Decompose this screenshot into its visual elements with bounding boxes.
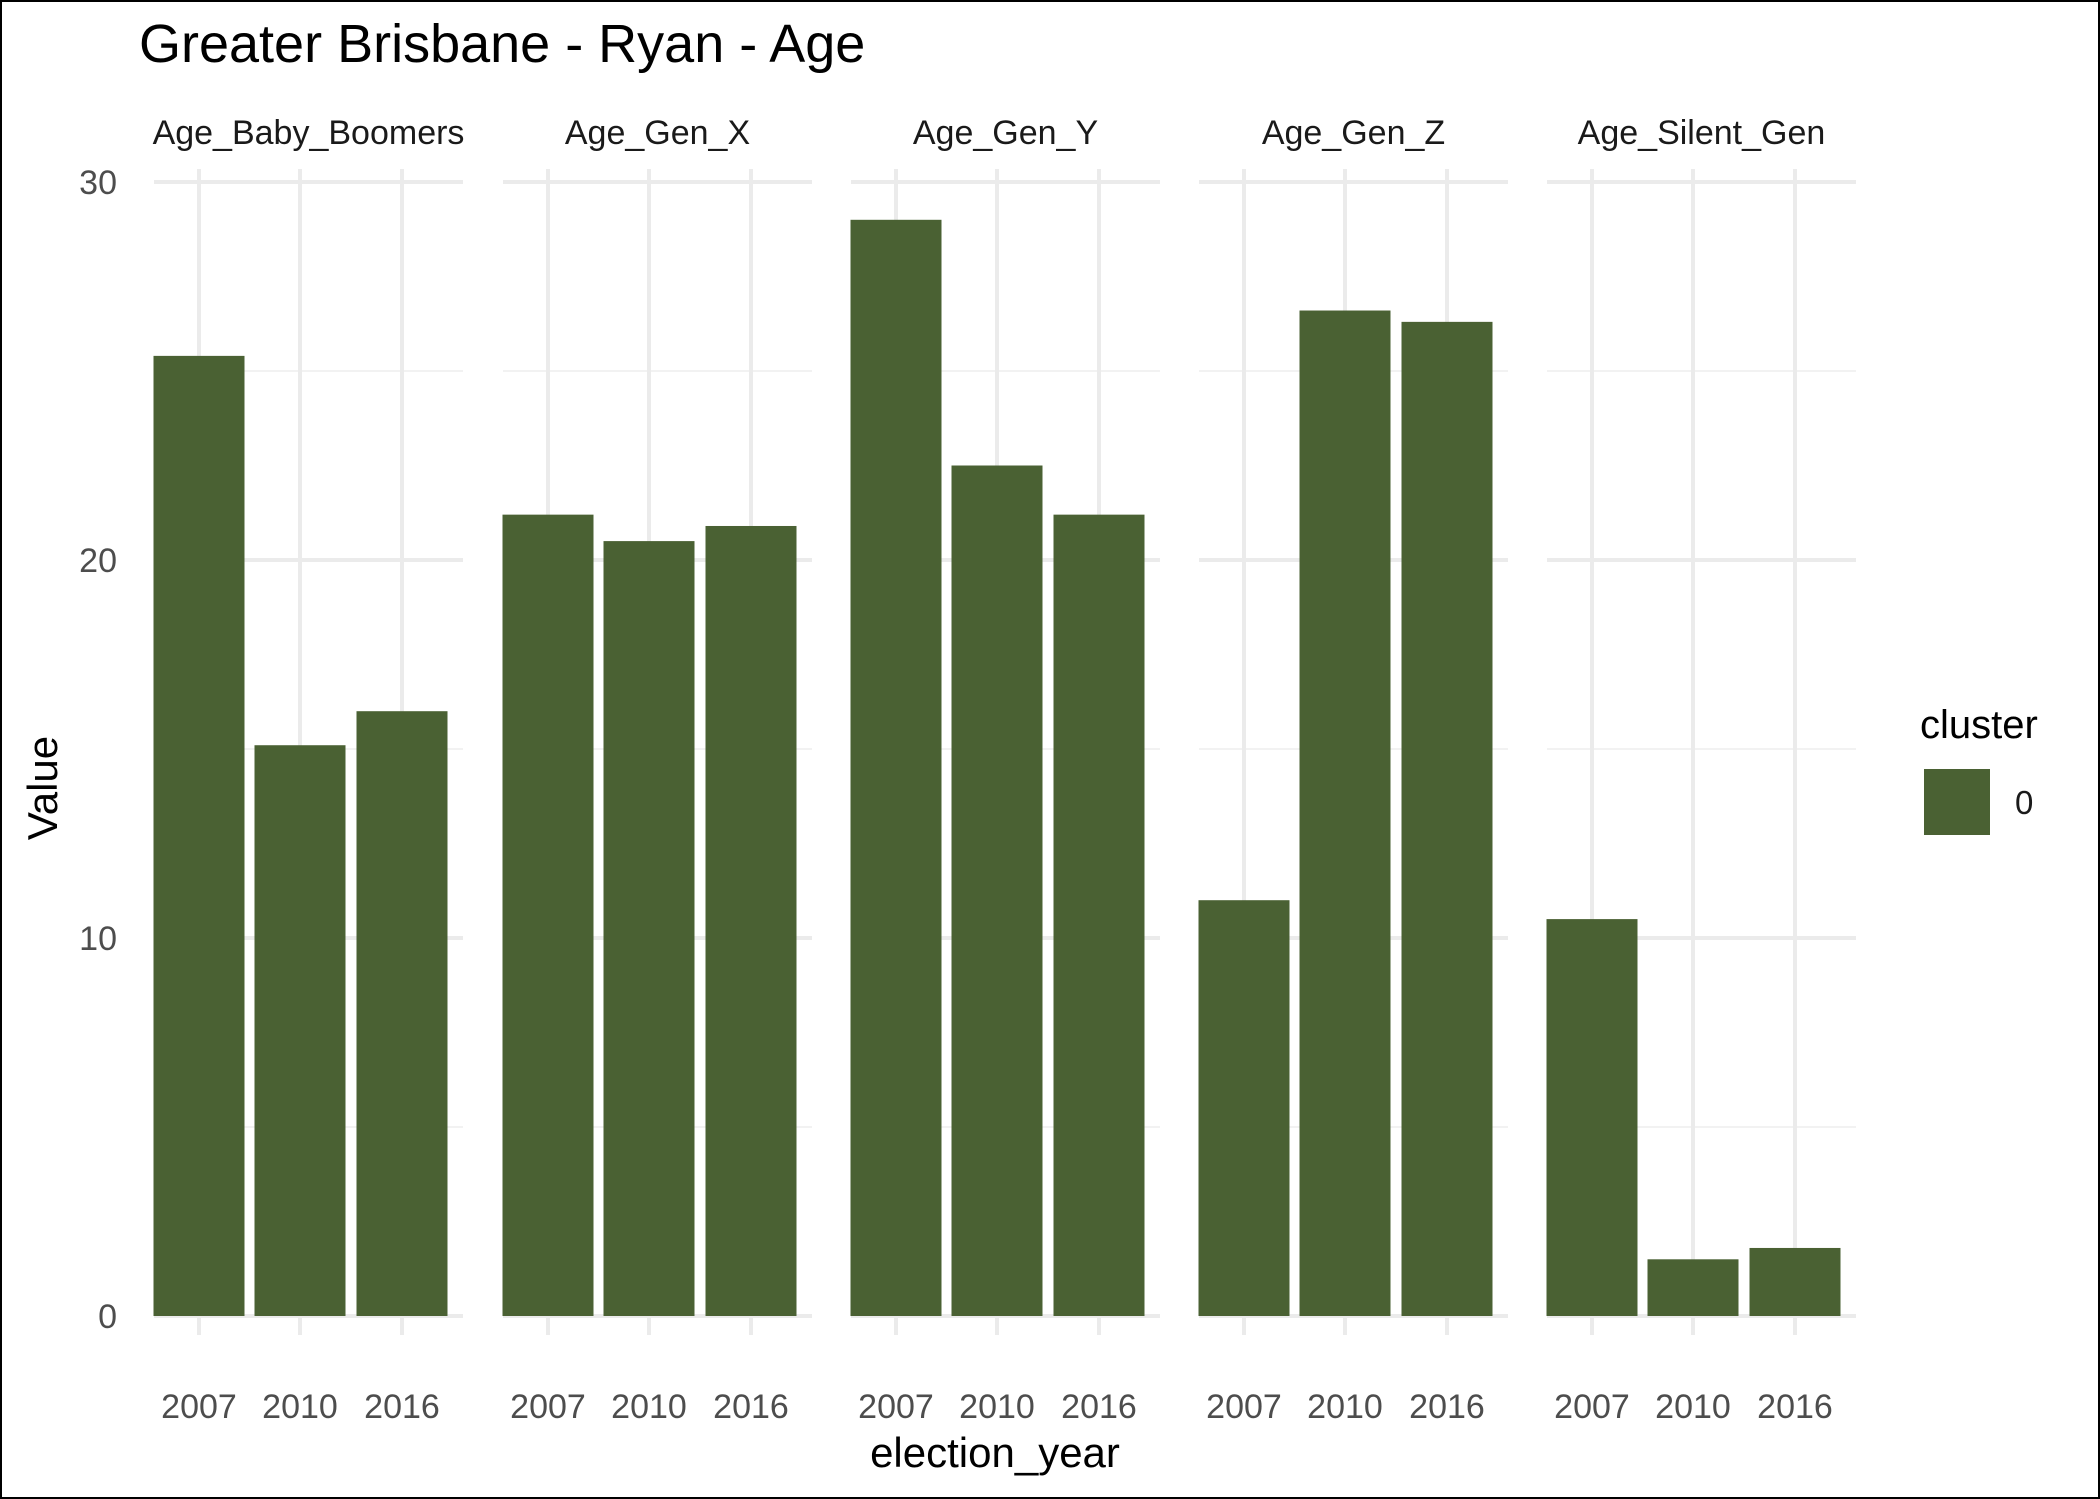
x-tick-label: 2010: [262, 1388, 338, 1426]
x-tick-label: 2016: [1409, 1388, 1485, 1426]
bar: [850, 219, 942, 1316]
x-tick-label: 2010: [1655, 1388, 1731, 1426]
facet-strip-label: Age_Baby_Boomers: [153, 114, 465, 152]
bar: [1546, 919, 1638, 1316]
x-tick-label: 2016: [713, 1388, 789, 1426]
x-axis-title: election_year: [870, 1429, 1120, 1476]
x-tick-label: 2010: [1307, 1388, 1383, 1426]
bar: [705, 525, 797, 1316]
y-tick-label: 10: [79, 920, 117, 958]
bar: [1401, 321, 1493, 1316]
y-axis: 0 10 20 30: [79, 164, 117, 1336]
y-axis-title: Value: [19, 736, 66, 840]
facet-strip-label: Age_Silent_Gen: [1578, 114, 1826, 152]
bar: [951, 465, 1043, 1316]
facet-panel: Age_Baby_Boomers 2007 2010 2016: [153, 114, 465, 1426]
facet-panel: Age_Gen_Z 2007 2010 2016: [1198, 114, 1508, 1426]
x-tick-label: 2007: [1206, 1388, 1282, 1426]
facet-panel: Age_Gen_X 2007 2010 2016: [502, 114, 812, 1426]
bar: [1647, 1259, 1739, 1316]
bar: [1198, 900, 1290, 1316]
x-tick-label: 2007: [161, 1388, 237, 1426]
y-tick-label: 0: [98, 1298, 117, 1336]
y-tick-label: 30: [79, 164, 117, 202]
bar: [1053, 514, 1145, 1316]
x-tick-label: 2016: [1061, 1388, 1137, 1426]
facet-strip-label: Age_Gen_Z: [1262, 114, 1445, 152]
y-tick-label: 20: [79, 542, 117, 580]
x-tick-label: 2016: [1757, 1388, 1833, 1426]
facet-strip-label: Age_Gen_Y: [913, 114, 1098, 152]
legend-title: cluster: [1920, 703, 2038, 747]
legend-label-0: 0: [2015, 784, 2033, 821]
facet-strip-label: Age_Gen_X: [565, 114, 750, 152]
chart-title: Greater Brisbane - Ryan - Age: [139, 14, 865, 74]
bar: [153, 355, 245, 1316]
x-tick-label: 2007: [1554, 1388, 1630, 1426]
bar: [254, 745, 346, 1316]
bar: [1749, 1247, 1841, 1316]
facet-panel: Age_Silent_Gen 2007 2010 2016: [1546, 114, 1856, 1426]
legend-swatch: [1924, 769, 1990, 835]
bar: [356, 711, 448, 1316]
facet-panels: Age_Baby_Boomers 2007 2010 2016 Age_Gen_X 200…: [153, 114, 1856, 1426]
x-tick-label: 2016: [364, 1388, 440, 1426]
bar: [502, 514, 594, 1316]
x-tick-label: 2010: [611, 1388, 687, 1426]
x-tick-label: 2010: [959, 1388, 1035, 1426]
x-tick-label: 2007: [510, 1388, 586, 1426]
legend: cluster 0: [1920, 703, 2038, 835]
x-tick-label: 2007: [858, 1388, 934, 1426]
bar: [603, 541, 695, 1316]
facet-panel: Age_Gen_Y 2007 2010 2016: [850, 114, 1160, 1426]
bar: [1299, 310, 1391, 1316]
